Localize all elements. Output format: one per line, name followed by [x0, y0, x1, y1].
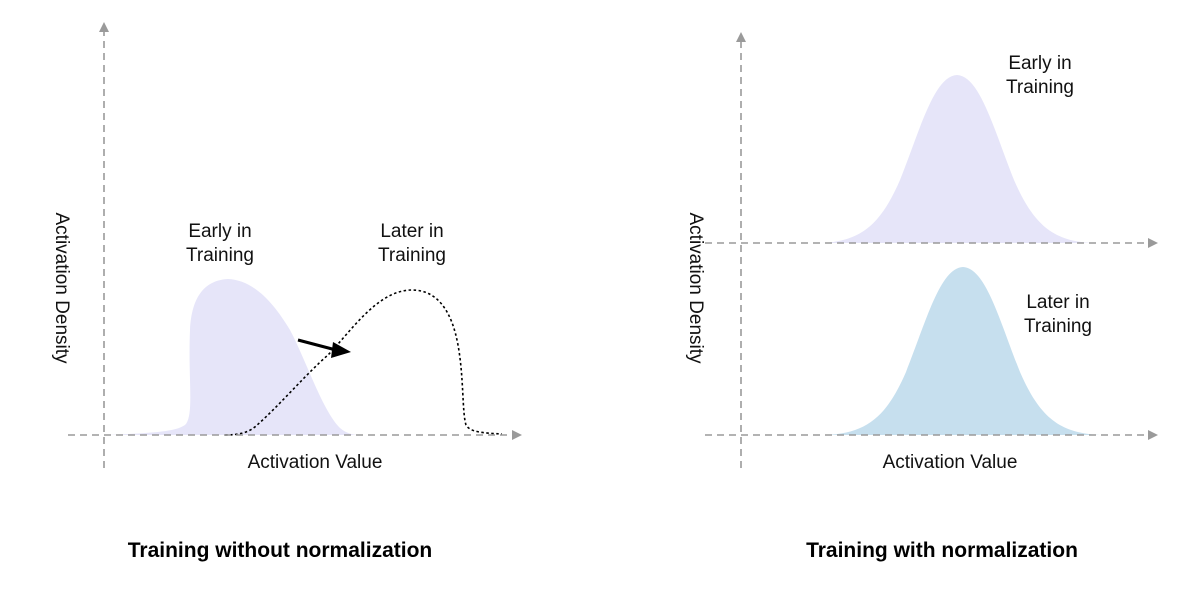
right-upper-x-axis: [705, 238, 1158, 248]
right-early-distribution: [822, 75, 1092, 243]
left-y-axis-label: Activation Density: [51, 212, 72, 364]
right-x-axis-label: Activation Value: [883, 452, 1018, 473]
right-early-label-line2: Training: [1006, 77, 1074, 98]
right-later-distribution: [826, 267, 1100, 435]
left-y-axis: [99, 22, 109, 468]
left-x-axis: [68, 430, 522, 440]
right-panel: Activation Density Activation Value Earl…: [685, 32, 1158, 562]
right-later-label-line2: Training: [1024, 316, 1092, 337]
right-lower-x-axis: [705, 430, 1158, 440]
left-panel-title: Training without normalization: [128, 539, 433, 562]
right-panel-title: Training with normalization: [806, 539, 1078, 562]
right-y-axis: [736, 32, 746, 468]
right-early-label-line1: Early in: [1008, 53, 1071, 74]
left-early-label-line1: Early in: [188, 221, 251, 242]
right-y-axis-label: Activation Density: [685, 212, 706, 364]
shift-arrow: [297, 338, 351, 358]
left-later-label-line2: Training: [378, 245, 446, 266]
left-early-distribution: [108, 279, 360, 435]
left-later-label-line1: Later in: [380, 221, 443, 242]
left-x-axis-label: Activation Value: [248, 452, 383, 473]
left-early-label-line2: Training: [186, 245, 254, 266]
right-later-label-line1: Later in: [1026, 292, 1089, 313]
left-panel: Activation Density Activation Value Earl…: [51, 22, 522, 562]
